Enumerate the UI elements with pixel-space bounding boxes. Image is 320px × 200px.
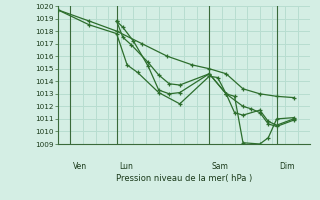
- Text: Sam: Sam: [212, 162, 229, 171]
- Text: Pression niveau de la mer( hPa ): Pression niveau de la mer( hPa ): [116, 174, 252, 183]
- Text: Ven: Ven: [73, 162, 87, 171]
- Text: Dim: Dim: [279, 162, 295, 171]
- Text: Lun: Lun: [119, 162, 133, 171]
